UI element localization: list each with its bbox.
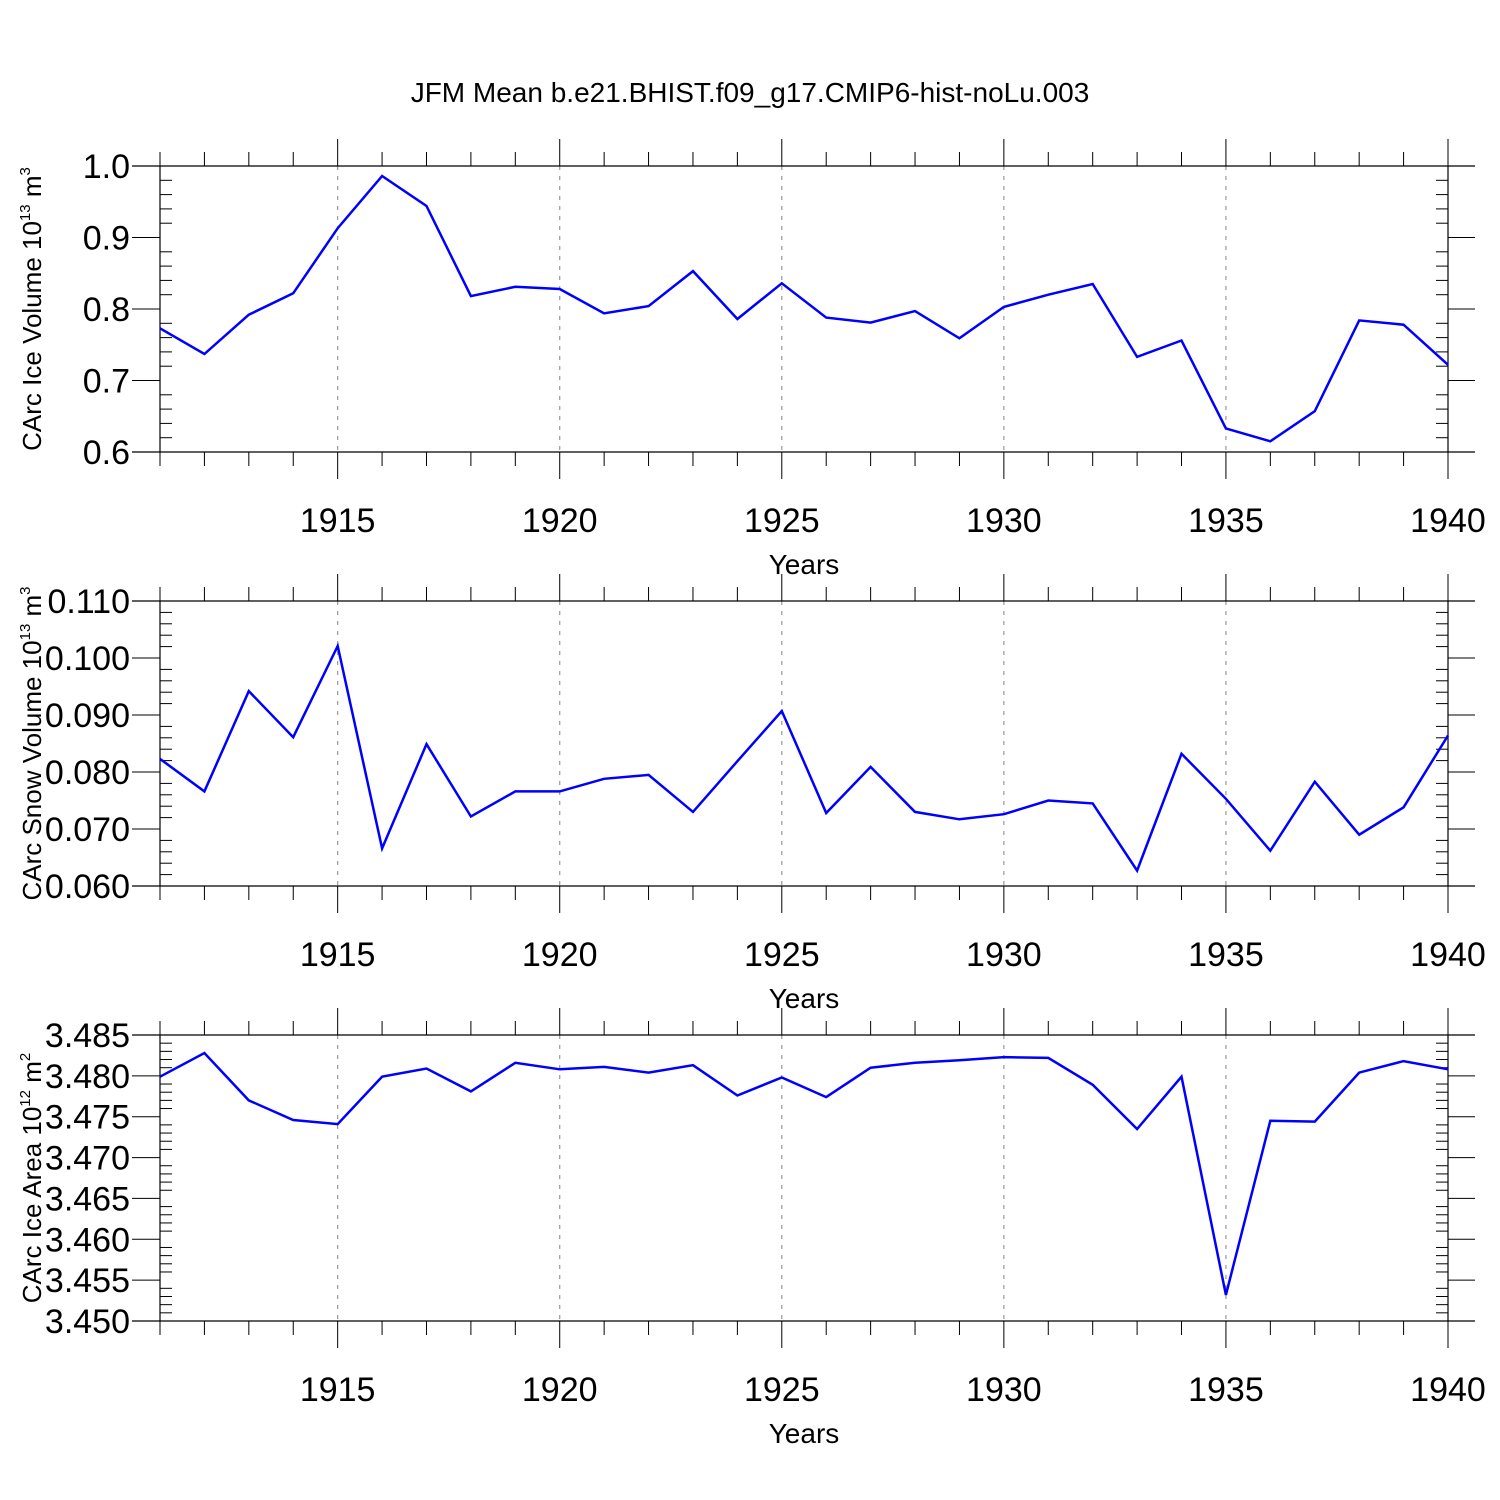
panel-3: 3.4503.4553.4603.4653.4703.4753.4803.485… (17, 1008, 1486, 1449)
y-axis-label: CArc Snow Volume 1013 m3 (17, 586, 47, 900)
x-tick-label: 1915 (300, 502, 376, 540)
y-tick-label: 0.100 (45, 640, 130, 678)
series-line (159, 1051, 1449, 1296)
x-tick-label: 1940 (1410, 502, 1486, 540)
y-tick-label: 1.0 (83, 148, 130, 186)
panel-2: 0.060 0.070 0.080 0.090 0.100 0.110 1915 1920 19… (17, 574, 1486, 1014)
y-tick-label: 0.090 (45, 697, 130, 735)
x-tick-label: 1930 (966, 502, 1042, 540)
y-tick-label: 0.6 (83, 434, 130, 472)
x-tick-label: 1930 (966, 936, 1042, 974)
y-tick-label: 3.465 (45, 1180, 130, 1218)
x-tick-label: 1920 (522, 502, 598, 540)
x-axis-label: Years (769, 1418, 840, 1449)
x-tick-label: 1920 (522, 1371, 598, 1409)
x-tick-label: 1940 (1410, 936, 1486, 974)
y-tick-label: 0.110 (47, 583, 130, 621)
x-tick-label: 1940 (1410, 1371, 1486, 1409)
y-tick-label: 0.8 (83, 291, 130, 329)
y-tick-label: 3.485 (45, 1017, 130, 1055)
y-tick-label: 3.480 (45, 1058, 130, 1096)
series-line (159, 642, 1450, 874)
x-tick-label: 1935 (1188, 502, 1264, 540)
y-tick-label: 3.450 (45, 1303, 130, 1341)
x-tick-label: 1920 (522, 936, 598, 974)
y-tick-label: 0.7 (83, 363, 130, 401)
y-axis-label: CArc Ice Area 1012 m2 (17, 1053, 47, 1303)
x-axis-label: Years (769, 549, 840, 580)
y-tick-label: 0.9 (83, 220, 130, 258)
y-tick-label: 0.060 (45, 868, 130, 906)
x-tick-label: 1915 (300, 936, 376, 974)
y-tick-label: 0.080 (45, 754, 130, 792)
x-tick-label: 1925 (744, 502, 820, 540)
x-tick-label: 1925 (744, 936, 820, 974)
x-tick-label: 1915 (300, 1371, 376, 1409)
x-tick-label: 1935 (1188, 936, 1264, 974)
y-axis-label: CArc Ice Volume 1013 m3 (17, 167, 47, 451)
y-tick-label: 3.475 (45, 1099, 130, 1137)
x-axis-label: Years (769, 983, 840, 1014)
chart-title: JFM Mean b.e21.BHIST.f09_g17.CMIP6-hist-… (411, 77, 1090, 108)
panel-1: 0.6 0.7 0.8 0.9 1.0 1915 1920 1925 1930 1935 1940 Y… (17, 139, 1486, 580)
series-line (159, 174, 1449, 443)
x-tick-label: 1935 (1188, 1371, 1264, 1409)
y-tick-label: 3.455 (45, 1262, 130, 1300)
x-tick-label: 1930 (966, 1371, 1042, 1409)
y-tick-label: 0.070 (45, 811, 130, 849)
y-tick-label: 3.470 (45, 1140, 130, 1178)
x-tick-label: 1925 (744, 1371, 820, 1409)
y-tick-label: 3.460 (45, 1221, 130, 1259)
chart-panels: 0.6 0.7 0.8 0.9 1.0 1915 1920 1925 1930 1935 1940 Y… (17, 139, 1486, 1449)
